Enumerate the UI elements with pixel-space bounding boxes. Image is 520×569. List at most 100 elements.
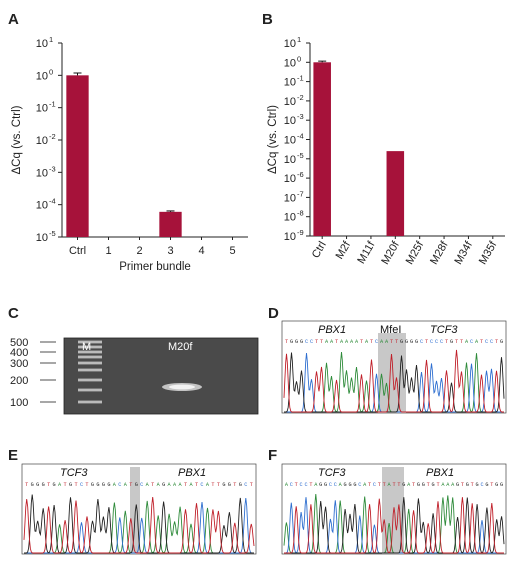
x-tick-label: Ctrl [310,240,329,261]
x-tick-label: M35f [477,239,500,267]
y-tick-label: 10 [36,103,48,115]
base-call: G [344,482,347,488]
gene-label-right: TCF3 [430,324,458,336]
y-tick-exponent: -3 [297,112,304,121]
y-tick-label: 10 [284,154,296,166]
ladder-band [78,388,102,392]
x-tick-label: M20f [379,239,402,267]
base-call: A [340,339,344,345]
base-call: G [69,482,72,488]
base-call: T [392,482,395,488]
y-tick-label: 10 [284,231,296,243]
base-call: A [173,482,177,488]
base-call: C [80,482,83,488]
y-tick-exponent: 1 [49,35,53,44]
base-call: G [228,482,231,488]
base-call: T [85,482,88,488]
base-call: C [420,339,423,345]
base-call: G [295,339,298,345]
x-tick-label: Ctrl [69,245,86,257]
y-tick-exponent: -4 [297,132,304,141]
base-call: G [91,482,94,488]
base-call: A [113,482,117,488]
base-call: C [485,339,488,345]
base-call: G [162,482,165,488]
x-axis-title: Primer bundle [119,261,191,273]
base-call: C [480,482,483,488]
base-call: T [74,482,77,488]
base-call: A [345,339,349,345]
base-call: A [407,482,411,488]
base-call: T [480,339,483,345]
y-tick-exponent: 1 [297,35,301,44]
gel-lane-label-sample: M20f [168,341,193,353]
y-tick-label: 10 [284,192,296,204]
base-call: A [179,482,183,488]
base-call: G [222,482,225,488]
gel-lane-label-marker: M [82,341,91,353]
y-tick-label: 10 [284,38,296,50]
base-call: C [290,482,293,488]
y-tick-label: 10 [284,57,296,69]
base-call: T [217,482,220,488]
base-call: A [380,339,384,345]
y-tick-label: 10 [284,77,296,89]
base-call: T [335,339,338,345]
gel-sample-band-core [169,384,195,390]
base-call: T [315,339,318,345]
base-call: C [435,339,438,345]
y-tick-exponent: -1 [297,74,304,83]
junction-highlight [382,467,404,554]
base-call: A [168,482,172,488]
base-call: T [425,339,428,345]
base-call: G [450,339,453,345]
trace-g [24,494,254,554]
panel-label-b: B [262,11,273,28]
gel-frame [63,337,259,415]
base-call: T [320,339,323,345]
base-call: G [495,482,498,488]
base-call: G [415,339,418,345]
base-call: T [370,339,373,345]
base-call: C [373,482,376,488]
base-call: G [500,339,503,345]
base-call: G [456,482,459,488]
trace-t [283,349,504,413]
base-call: C [470,339,473,345]
base-call: A [206,482,210,488]
base-call: A [475,339,479,345]
base-call: T [233,482,236,488]
base-call: G [36,482,39,488]
x-tick-label: 2 [136,245,142,257]
base-call: T [390,339,393,345]
base-call: T [368,482,371,488]
base-call: A [325,339,329,345]
base-call: T [383,482,386,488]
base-call: C [440,339,443,345]
panel-label-f: F [268,447,277,464]
gel-size-label: 400 [10,347,28,359]
gene-label-right: PBX1 [426,467,454,479]
panel-label-a: A [8,11,19,28]
base-call: T [455,339,458,345]
base-call: T [360,339,363,345]
ladder-band [78,345,102,349]
base-call: T [436,482,439,488]
base-call: G [466,482,469,488]
base-call: A [441,482,445,488]
gene-label-right: PBX1 [178,467,206,479]
base-call: G [476,482,479,488]
base-call: G [422,482,425,488]
y-axis-title: ΔCq (vs. Ctrl) [267,105,279,174]
x-tick-label: M25f [404,239,427,267]
trace-lines [23,494,255,554]
base-call: G [102,482,105,488]
bar-m20f [386,151,405,236]
base-call: A [189,482,193,488]
base-call: C [358,482,361,488]
ladder-band [78,378,102,382]
base-call: G [500,482,503,488]
